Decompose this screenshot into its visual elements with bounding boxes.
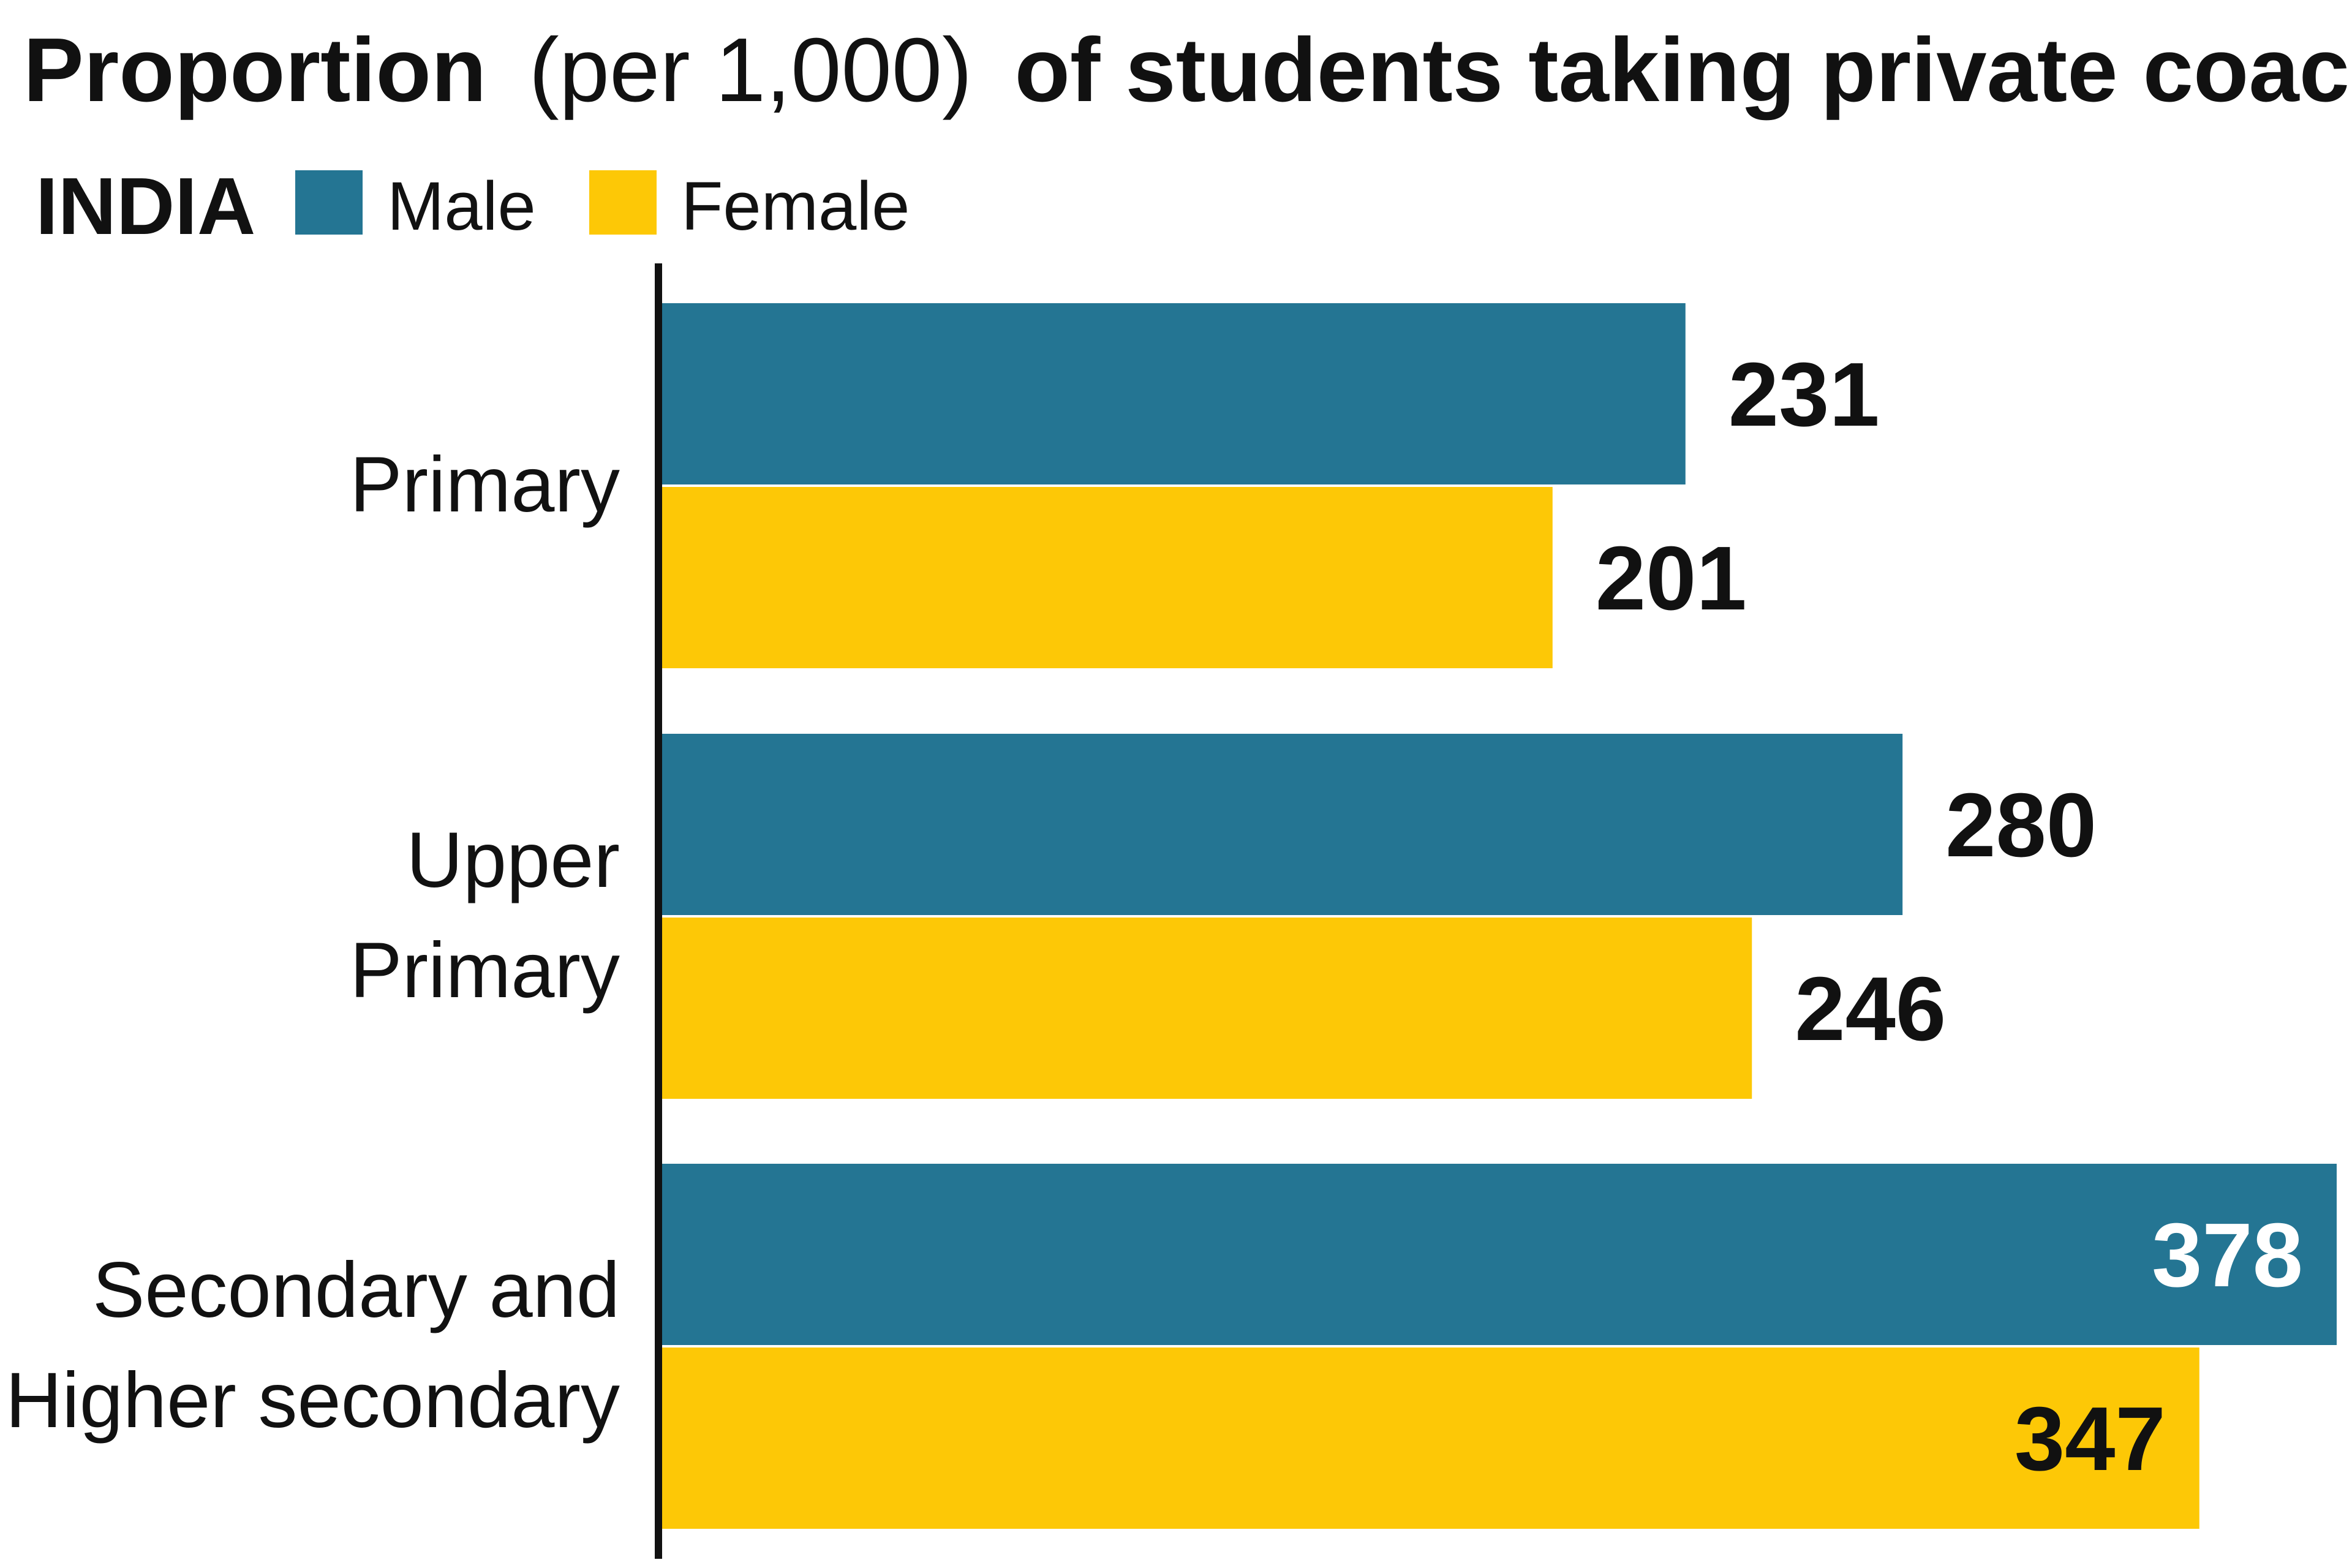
region-label: INDIA bbox=[36, 161, 255, 251]
title-part-unit: (per 1,000) bbox=[529, 20, 972, 121]
data-label-female-primary: 201 bbox=[1596, 528, 1747, 629]
data-label-male-primary: 231 bbox=[1728, 344, 1880, 445]
bar-female-upper-primary bbox=[662, 918, 1752, 1099]
category-label-upper-primary-line-1: Upper bbox=[406, 816, 620, 904]
title-part-bold: Proportion bbox=[23, 20, 486, 121]
chart-title: Proportion (per 1,000) of students takin… bbox=[23, 20, 2352, 121]
category-label-secondary-and-higher-secondary-line-2: Higher secondary bbox=[6, 1357, 620, 1444]
category-label-upper-primary-line-2: Primary bbox=[350, 927, 620, 1014]
data-label-female-upper-primary: 246 bbox=[1795, 959, 1946, 1060]
bar-male-upper-primary bbox=[662, 734, 1903, 915]
plot-area: Primary 231 201 Upper Primary 280 246 Secondary… bbox=[6, 303, 2337, 1529]
data-label-male-upper-primary: 280 bbox=[1945, 775, 2097, 876]
legend-swatch-female bbox=[589, 170, 657, 235]
legend-label-male: Male bbox=[387, 168, 536, 244]
bar-female-primary bbox=[662, 487, 1553, 668]
title-part-rest: of students taking private coaching bbox=[1015, 20, 2352, 121]
legend: Male Female bbox=[295, 168, 910, 244]
legend-swatch-male bbox=[295, 170, 363, 235]
data-label-female-secondary-and-higher-secondary: 347 bbox=[2015, 1389, 2166, 1490]
bar-male-secondary-and-higher-secondary bbox=[662, 1164, 2337, 1345]
data-label-male-secondary-and-higher-secondary: 378 bbox=[2152, 1205, 2303, 1306]
bar-female-secondary-and-higher-secondary bbox=[662, 1348, 2199, 1529]
bar-male-primary bbox=[662, 303, 1686, 484]
legend-label-female: Female bbox=[681, 168, 910, 244]
category-label-primary-line-1: Primary bbox=[350, 441, 620, 529]
category-label-secondary-and-higher-secondary-line-1: Secondary and bbox=[92, 1246, 620, 1334]
